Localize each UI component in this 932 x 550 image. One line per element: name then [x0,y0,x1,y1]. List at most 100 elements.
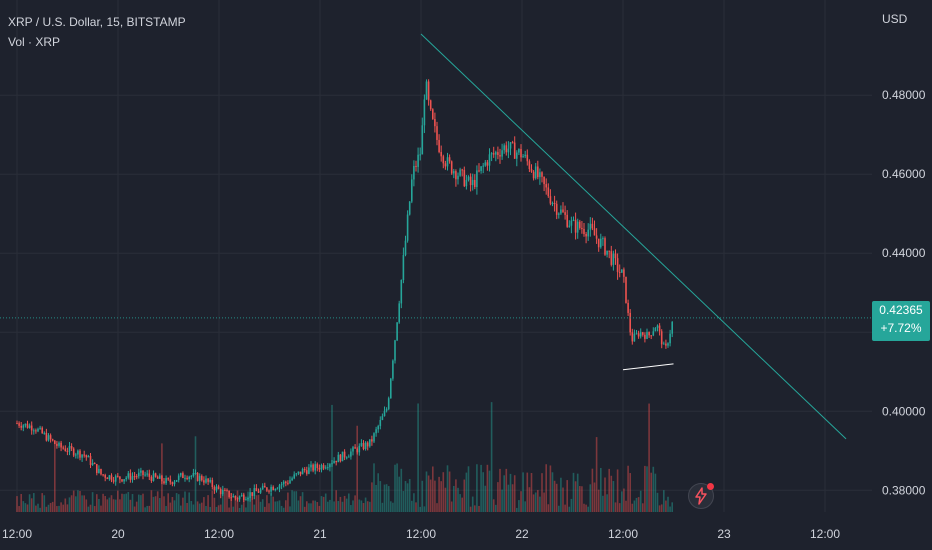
candle-body [356,448,358,453]
candle-body [520,148,522,158]
chart-grid [0,0,872,512]
volume-bar [211,490,214,512]
candle-body [457,175,459,180]
volume-bar [173,500,176,512]
candle-body [268,490,270,492]
candle-body [375,429,377,434]
candle-body [646,332,648,339]
volume-bar [570,498,573,512]
volume-bar [665,500,667,512]
volume-bar [471,496,474,512]
candle-body [606,250,608,255]
candle-body [541,172,543,177]
candle-body [272,486,274,491]
candle-body [129,473,132,480]
volume-bar [654,473,657,512]
candle-body [658,325,661,332]
candle-body [66,451,69,453]
volume-bar [318,505,321,512]
volume-bar [373,463,375,512]
candle-body [539,172,541,178]
candle-body [303,468,306,471]
volume-bar [415,502,417,512]
volume-bar [213,497,216,512]
candle-body [255,488,258,492]
volume-bar [79,490,81,512]
volume-bar [135,501,138,512]
candle-body [373,433,375,442]
volume-bar [553,480,556,512]
candle-body [291,478,293,481]
candle-body [173,481,176,485]
candle-body [612,253,615,265]
candle-body [228,490,230,498]
volume-bar [591,468,594,512]
volume-bar [112,499,115,512]
volume-bar [381,502,384,512]
volume-bar [295,491,298,512]
volume-bar [621,491,623,512]
candle-body [77,450,79,455]
candle-body [62,447,64,449]
candle-body [18,423,20,426]
volume-bar [291,490,293,512]
volume-bar [669,506,671,512]
candle-body [583,228,585,234]
volume-bar [503,475,505,512]
volume-bar [169,502,172,512]
volume-bar [331,404,333,512]
volume-bar [131,494,134,512]
volume-bar [43,495,46,512]
currency-label[interactable]: USD [882,12,908,26]
volume-bar [177,494,180,512]
candle-body [322,465,325,469]
candle-body [72,448,75,456]
volume-bar [604,477,606,512]
candle-body [404,240,407,256]
candle-body [112,480,115,482]
candle-body [184,477,186,479]
volume-bar [329,499,331,512]
candle-body [532,171,535,179]
volume-bar [627,465,629,512]
alert-bolt-button[interactable] [688,483,714,509]
volume-bar [474,505,476,512]
candle-body [522,156,524,158]
volume-bar [243,493,245,512]
volume-bar [490,402,493,512]
candle-body [362,443,365,449]
volume-bar [234,496,237,512]
candle-body [530,169,533,172]
volume-bar [560,477,562,512]
candle-body [566,214,568,227]
volume-bar [100,505,102,512]
candle-body [68,446,71,452]
candle-body [156,476,159,479]
candle-body [595,235,598,239]
volume-bar [555,483,558,512]
time-axis: 12:00 20 12:00 21 12:00 22 12:00 23 12:00 [2,527,840,541]
volume-bar [190,501,193,512]
volume-bar [589,484,592,512]
candle-body [169,479,172,483]
volume-bar [572,472,575,512]
candle-body [320,465,323,470]
candle-body [394,340,396,361]
candle-body [261,485,264,490]
candle-body [534,166,537,179]
volume-bar [658,505,661,512]
volume-bar [289,506,291,512]
candle-body [385,409,388,411]
volume-bar [83,495,85,512]
candle-body [301,468,304,475]
volume-bar [612,481,615,512]
volume-label[interactable]: Vol · XRP [8,35,61,49]
volume-bar [421,480,424,512]
candle-body [83,454,85,456]
x-tick-label: 12:00 [608,527,638,541]
symbol-title[interactable]: XRP / U.S. Dollar, 15, BITSTAMP [8,15,186,29]
candle-body [663,343,665,345]
volume-bar [127,492,130,512]
volume-bar [270,492,272,512]
